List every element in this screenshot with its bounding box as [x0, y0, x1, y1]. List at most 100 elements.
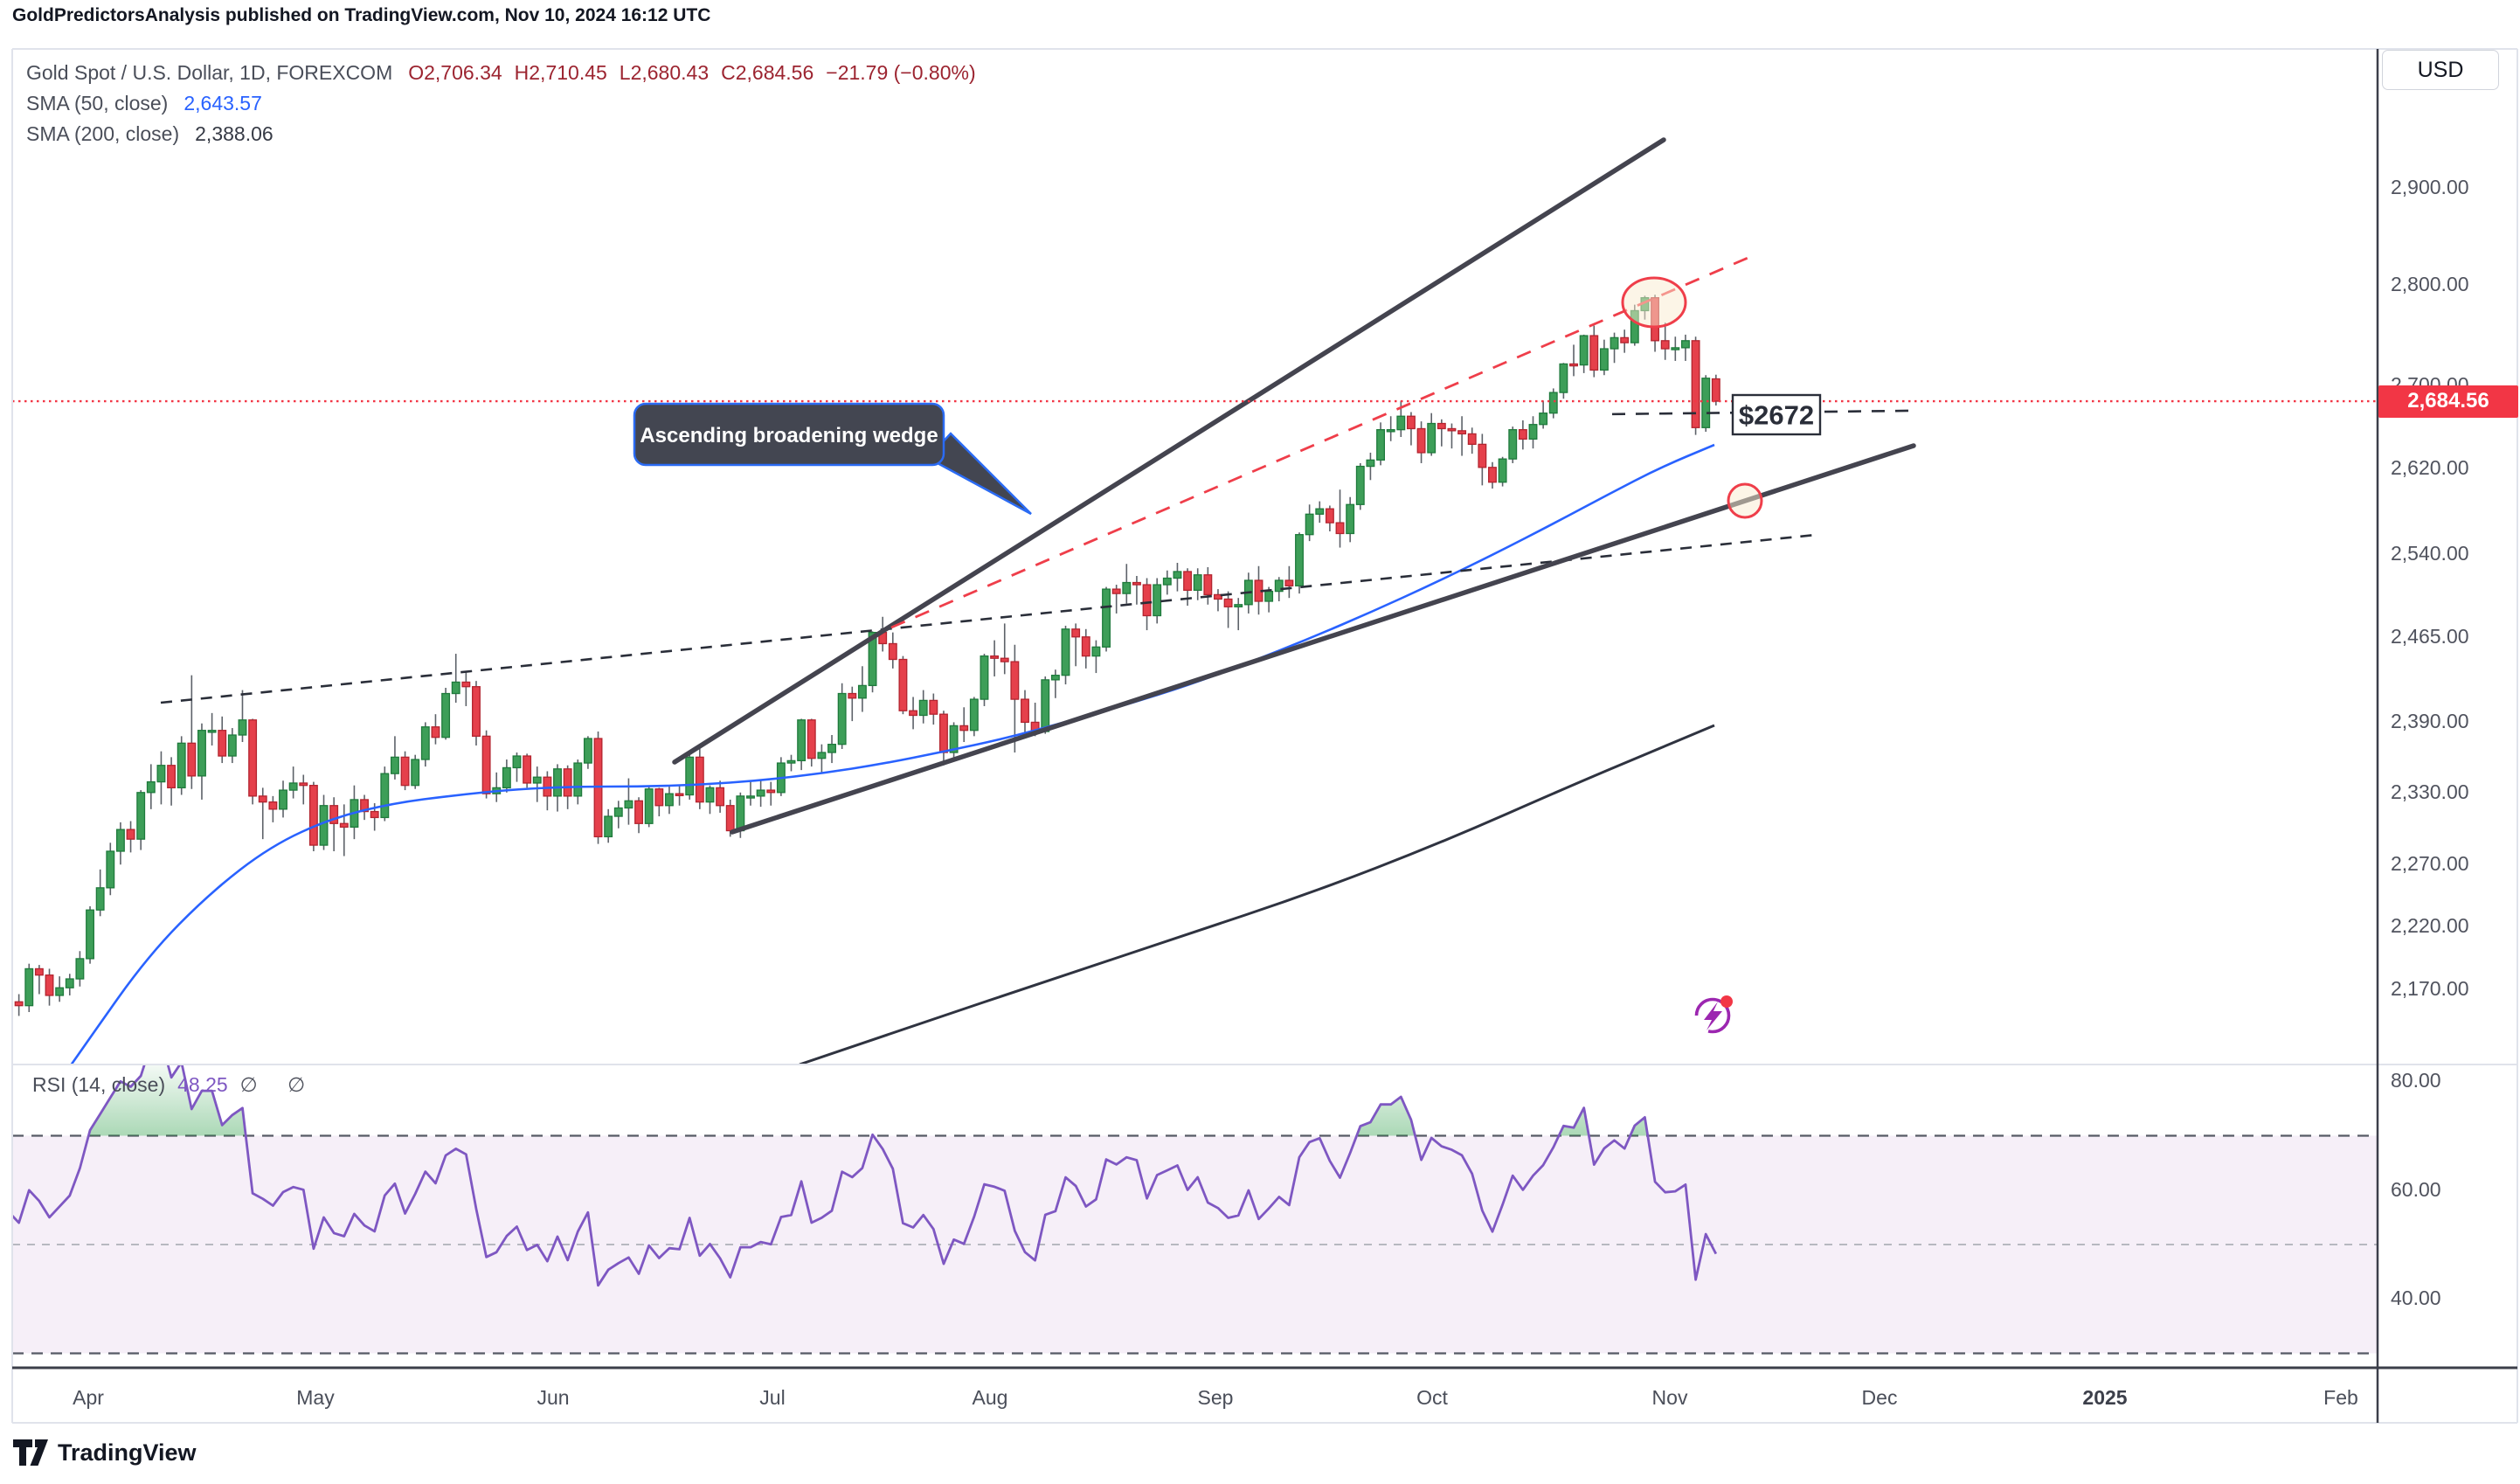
level-label-box[interactable] [1731, 393, 1822, 436]
candle-body [512, 755, 522, 769]
candle-body [411, 759, 420, 787]
candle-body [461, 681, 471, 688]
publish-header: GoldPredictorsAnalysis published on Trad… [12, 5, 711, 25]
symbol-legend[interactable]: Gold Spot / U.S. Dollar, 1D, FOREXCOM O2… [26, 61, 976, 146]
candle-body [1548, 392, 1558, 414]
time-tick-label: Apr [73, 1386, 104, 1409]
currency-toggle-button[interactable]: USD [2382, 50, 2499, 90]
candle-body [817, 752, 827, 759]
sma200-legend[interactable]: SMA (200, close) 2,388.06 [26, 122, 976, 146]
candle-body [502, 766, 511, 789]
candle-body [1467, 433, 1477, 446]
candle-body [1193, 574, 1202, 592]
lightning-icon[interactable] [1694, 997, 1731, 1034]
ohlc-open: O2,706.34 [408, 61, 502, 84]
candle-body [1264, 590, 1274, 602]
time-tick-label: Aug [972, 1386, 1008, 1409]
candle-body [1376, 429, 1386, 461]
median-red-dashed-line [890, 254, 1753, 629]
time-tick-label: Sep [1197, 1386, 1234, 1409]
candles [12, 295, 1720, 1016]
sma50-legend[interactable]: SMA (50, close) 2,643.57 [26, 92, 976, 115]
candle-body [431, 726, 440, 739]
candle-body [370, 810, 379, 819]
ohlc-low: L2,680.43 [619, 61, 710, 84]
candle-body [1021, 698, 1029, 724]
candle-body [1589, 335, 1599, 371]
candle-body [115, 829, 125, 852]
rsi-pane[interactable] [9, 1040, 1718, 1287]
candle-body [1437, 422, 1446, 430]
candle-body [1660, 340, 1670, 350]
candle-body [197, 730, 206, 777]
main-pane[interactable]: $2672 Ascending broadening wedge [5, 137, 2378, 1129]
candle-body [146, 780, 156, 794]
candle-body [279, 789, 287, 810]
candle-body [848, 692, 857, 699]
candle-body [1671, 347, 1680, 350]
callout-box[interactable] [633, 402, 945, 467]
candle-body [685, 756, 695, 796]
candle-body [1000, 657, 1009, 662]
candle-body [1386, 429, 1395, 433]
candle-body [1010, 661, 1020, 700]
candle-body [1214, 593, 1222, 600]
resistance-dashed-line [160, 533, 1817, 704]
candle-body [898, 658, 908, 711]
notification-dot [1720, 995, 1733, 1008]
candle-body [136, 792, 146, 840]
candle-body [420, 726, 430, 760]
candle-body [187, 742, 197, 777]
candle-body [24, 967, 34, 1007]
rsi-legend[interactable]: RSI (14, close) 48.25 ∅ ∅ [32, 1073, 317, 1097]
candle-body [583, 738, 592, 764]
candle-body [1071, 628, 1081, 638]
time-tick-label: Nov [1651, 1386, 1688, 1409]
candle-body [532, 776, 542, 784]
candle-body [1203, 574, 1213, 596]
candle-body [1498, 458, 1507, 483]
callout-text: Ascending broadening wedge [640, 424, 938, 447]
candle-body [929, 699, 938, 715]
top-highlight-ellipse [1621, 276, 1687, 329]
sma50-label: SMA (50, close) [26, 92, 169, 114]
candle-body [227, 734, 237, 757]
candle-body [1305, 513, 1314, 536]
candle-body [1559, 363, 1568, 393]
price-tick-label: 2,270.00 [2391, 852, 2469, 876]
candle-body [746, 795, 755, 799]
candle-body [1539, 413, 1548, 426]
candle-body [1355, 465, 1365, 505]
candle-body [1427, 422, 1437, 454]
candle-body [14, 1001, 24, 1007]
ohlc-high: H2,710.45 [514, 61, 607, 84]
candle-body [1315, 508, 1325, 515]
tradingview-watermark[interactable]: TradingView [12, 1439, 197, 1467]
ohlc-row[interactable]: Gold Spot / U.S. Dollar, 1D, FOREXCOM O2… [26, 61, 976, 85]
candle-body [1295, 534, 1304, 586]
rsi-tick-label: 40.00 [2391, 1286, 2441, 1310]
candle-body [797, 719, 807, 762]
candle-body [1091, 646, 1101, 657]
time-tick-label: May [296, 1386, 335, 1409]
candle-body [736, 795, 745, 832]
candle-body [268, 801, 278, 810]
candle-body [909, 710, 918, 717]
candle-body [939, 713, 948, 753]
candle-body [1223, 598, 1233, 607]
candle-body [380, 773, 390, 819]
candle-body [1681, 340, 1690, 349]
wedge-upper-line [672, 137, 1666, 765]
candle-body [1478, 443, 1487, 468]
candle-body [218, 730, 227, 757]
candle-body [55, 987, 65, 996]
candle-body [716, 787, 725, 807]
ohlc-close: C2,684.56 [721, 61, 814, 84]
breakout-highlight-circle [1727, 482, 1763, 519]
sma200-line [799, 724, 1715, 1064]
candle-body [1569, 363, 1578, 367]
candle-body [1335, 522, 1345, 535]
candle-body [613, 807, 623, 817]
candle-body [472, 686, 481, 737]
